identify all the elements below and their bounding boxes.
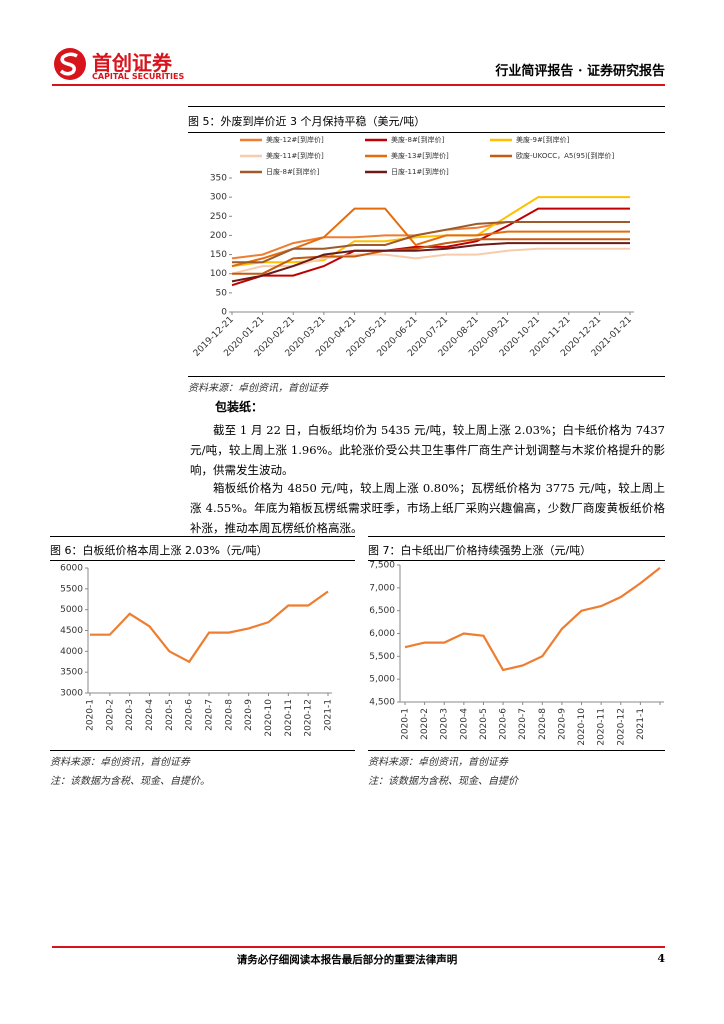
chart: 3000 3500 4000 4500 5000 5500 6000 2020-1 2020-2… (60, 564, 334, 737)
legend-label: 欧废-UKOCC，A5(95)[到岸价] (516, 151, 614, 160)
y-tick-label: 200 (210, 231, 227, 241)
figure-title: 图 7：白卡纸出厂价格持续强势上涨（元/吨） (368, 544, 592, 557)
y-tick-label: 7,500 (369, 561, 395, 571)
x-tick-label: 2020-11 (597, 708, 607, 746)
x-tick-label: 2020-3 (440, 708, 450, 740)
footer-disclaimer: 请务必仔细阅读本报告最后部分的重要法律声明 (236, 954, 458, 966)
y-tick-label: 350 (210, 174, 227, 184)
x-tick-label: 2020-10 (577, 708, 587, 746)
chart: 0501001502002503003502019-12-212020-01-2… (192, 135, 634, 359)
x-tick-label: 2021-1 (636, 708, 646, 740)
series-line (90, 590, 329, 664)
figure-title: 图 5：外废到岸价近 3 个月保持平稳（美元/吨） (188, 115, 426, 128)
legend-label: 日废-11#[到岸价] (391, 167, 449, 176)
figure-title-bar: 图 7：白卡纸出厂价格持续强势上涨（元/吨） (368, 536, 665, 561)
paragraph: 箱板纸价格为 4850 元/吨，较上周上涨 0.80%；瓦楞纸价格为 3775 … (190, 481, 665, 535)
series-line (232, 238, 630, 275)
y-tick-label: 6,000 (369, 629, 395, 639)
x-tick-label: 2020-2 (420, 708, 430, 740)
x-tick-label: 2020-3 (125, 699, 135, 731)
company-name: 首创证券 (92, 51, 172, 75)
figure-note: 注：该数据为含税、现金、自提价。 (50, 776, 210, 787)
y-tick-label: 4,500 (369, 698, 395, 708)
y-tick-label: 4500 (60, 626, 83, 636)
x-tick-label: 2020-5 (165, 699, 175, 731)
series-line (232, 221, 630, 264)
y-tick-label: 6000 (60, 564, 83, 574)
x-tick-label: 2020-9 (244, 699, 254, 731)
page-number: 4 (657, 952, 665, 965)
y-tick-label: 3000 (60, 689, 83, 699)
y-tick-label: 50 (216, 288, 228, 298)
figure-source: 资料来源：卓创资讯，首创证券 (188, 376, 665, 394)
x-tick-label: 2020-6 (499, 708, 509, 740)
y-tick-label: 300 (210, 193, 227, 203)
figure-source: 资料来源：卓创资讯，首创证券 (50, 750, 355, 768)
x-tick-label: 2020-8 (538, 708, 548, 740)
legend-label: 日废-8#[到岸价] (266, 167, 320, 176)
legend-label: 美废-11#[到岸价] (266, 151, 324, 160)
x-tick-label: 2020-4 (145, 699, 155, 731)
series-line (231, 196, 630, 268)
y-tick-label: 5,500 (369, 652, 395, 662)
y-tick-label: 5,000 (369, 675, 395, 685)
header-rule (52, 84, 665, 86)
legend-label: 美废-12#[到岸价] (266, 135, 324, 144)
y-tick-label: 7,000 (369, 583, 395, 593)
x-tick-label: 2021-1 (324, 699, 334, 731)
x-tick-label: 2020-4 (459, 708, 469, 740)
x-tick-label: 2020-9 (557, 708, 567, 740)
footer-rule (52, 946, 665, 948)
paragraph: 截至 1 月 22 日，白板纸均价为 5435 元/吨，较上周上涨 2.03%；… (190, 423, 665, 477)
x-tick-label: 2020-12 (616, 708, 626, 746)
y-tick-label: 6,500 (369, 606, 395, 616)
chart: 4,500 5,000 5,500 6,000 6,500 7,000 7,500 2020-… (369, 561, 664, 746)
y-tick-label: 3500 (60, 668, 83, 678)
x-tick-label: 2020-11 (284, 699, 294, 737)
x-tick-label: 2020-1 (401, 708, 411, 740)
legend-label: 美废-9#[到岸价] (516, 135, 570, 144)
x-tick-label: 2020-7 (205, 699, 215, 731)
logo (54, 48, 86, 80)
figure-note: 注：该数据为含税、现金、自提价 (368, 776, 518, 787)
figure-source: 资料来源：卓创资讯，首创证券 (368, 750, 665, 768)
figure-title-bar: 图 6：白板纸价格本周上涨 2.03%（元/吨） (50, 536, 355, 561)
report-type: 行业简评报告 · 证券研究报告 (495, 64, 665, 79)
x-tick-label: 2020-12 (304, 699, 314, 737)
company-en: CAPITAL SECURITIES (92, 72, 185, 81)
series-line (404, 567, 661, 672)
x-tick-label: 2020-10 (264, 699, 274, 737)
legend-label: 美废-8#[到岸价] (391, 135, 445, 144)
series-line (231, 207, 630, 268)
figure-title: 图 6：白板纸价格本周上涨 2.03%（元/吨） (50, 544, 268, 557)
series-line (231, 242, 630, 283)
x-tick-label: 2020-1 (86, 699, 96, 731)
y-tick-label: 0 (221, 308, 227, 318)
legend-label: 美废-13#[到岸价] (391, 151, 449, 160)
x-tick-label: 2020-5 (479, 708, 489, 740)
y-tick-label: 250 (210, 212, 227, 222)
y-tick-label: 5000 (60, 605, 83, 615)
x-tick-label: 2020-6 (185, 699, 195, 731)
section-heading: 包装纸： (215, 400, 264, 414)
y-tick-label: 4000 (60, 647, 83, 657)
y-tick-label: 100 (210, 269, 227, 279)
x-tick-label: 2020-2 (105, 699, 115, 731)
y-tick-label: 150 (210, 250, 227, 260)
x-tick-label: 2020-7 (518, 708, 528, 740)
figure-title-bar: 图 5：外废到岸价近 3 个月保持平稳（美元/吨） (188, 106, 665, 133)
x-tick-label: 2020-8 (224, 699, 234, 731)
y-tick-label: 5500 (60, 584, 83, 594)
